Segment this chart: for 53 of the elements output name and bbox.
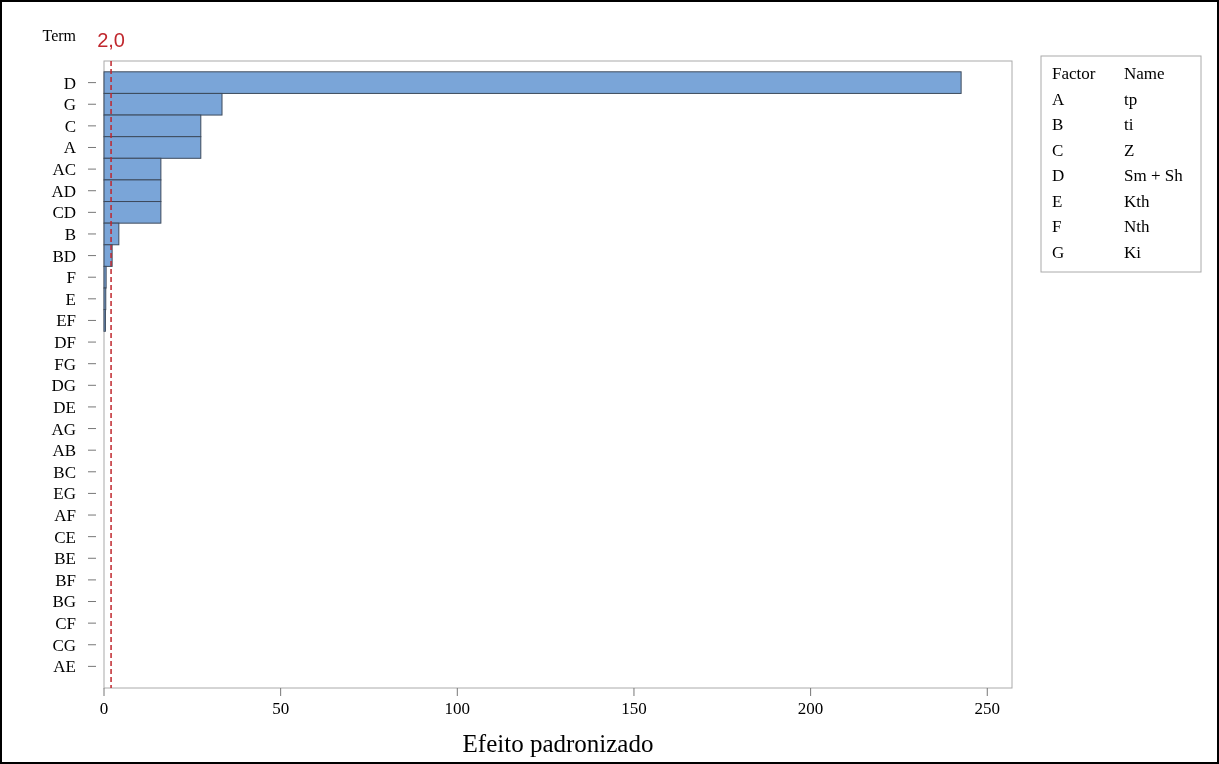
x-tick-label: 50 — [272, 699, 290, 718]
y-tick-label: AD — [51, 181, 76, 201]
x-tick-label: 150 — [621, 699, 647, 718]
text: Name — [1124, 64, 1165, 83]
y-tick-label: DG — [51, 376, 76, 396]
x-tick-label: 250 — [974, 699, 1001, 718]
text: C — [1052, 140, 1064, 160]
text: Ki — [1124, 242, 1142, 262]
text: Z — [1124, 140, 1135, 160]
x-tick-label: 200 — [797, 699, 824, 718]
y-tick-label: AE — [53, 657, 76, 677]
y-axis-title: Term — [42, 27, 77, 44]
x-tick-label: 100 — [444, 699, 471, 718]
y-tick-label: BF — [55, 570, 76, 590]
text: Nth — [1124, 217, 1150, 236]
text: Factor — [1052, 64, 1096, 83]
y-tick-label: D — [63, 73, 76, 93]
text: F — [1052, 217, 1062, 236]
y-tick-label: BC — [53, 462, 76, 482]
y-tick-label: G — [63, 95, 76, 115]
y-tick-label: B — [64, 224, 76, 244]
y-tick-label: BD — [52, 246, 76, 266]
y-tick-label: CF — [55, 614, 76, 634]
y-tick-label: BG — [52, 592, 76, 612]
text: G — [1052, 242, 1065, 262]
y-tick-label: AG — [51, 419, 76, 439]
y-tick-label: CG — [52, 635, 76, 655]
x-tick-label: 0 — [99, 699, 109, 718]
y-tick-label: EF — [56, 311, 76, 331]
y-tick-label: FG — [54, 354, 76, 374]
text: D — [1052, 166, 1065, 185]
y-tick-label: A — [63, 138, 77, 158]
text: Sm + Sh — [1124, 166, 1184, 185]
y-tick-label: C — [64, 116, 76, 136]
y-tick-label: CD — [52, 203, 76, 223]
y-tick-label: EG — [53, 484, 76, 504]
x-axis-title: Efeito padronizado — [462, 730, 654, 757]
text: Kth — [1124, 191, 1150, 211]
text: tp — [1124, 89, 1138, 109]
text: A — [1052, 89, 1065, 109]
y-tick-label: DF — [54, 333, 76, 353]
y-tick-label: BE — [54, 549, 76, 569]
text: ti — [1124, 115, 1134, 134]
y-tick-label: F — [66, 268, 76, 288]
y-tick-label: AB — [52, 441, 76, 461]
y-tick-label: AF — [54, 505, 76, 525]
y-tick-label: AC — [52, 160, 76, 180]
text: B — [1052, 115, 1064, 134]
y-tick-label: DE — [53, 397, 76, 417]
text: E — [1052, 191, 1063, 211]
y-tick-label: E — [65, 289, 76, 309]
y-tick-label: CE — [54, 527, 76, 547]
ref-line-label: 2,0 — [97, 29, 125, 51]
